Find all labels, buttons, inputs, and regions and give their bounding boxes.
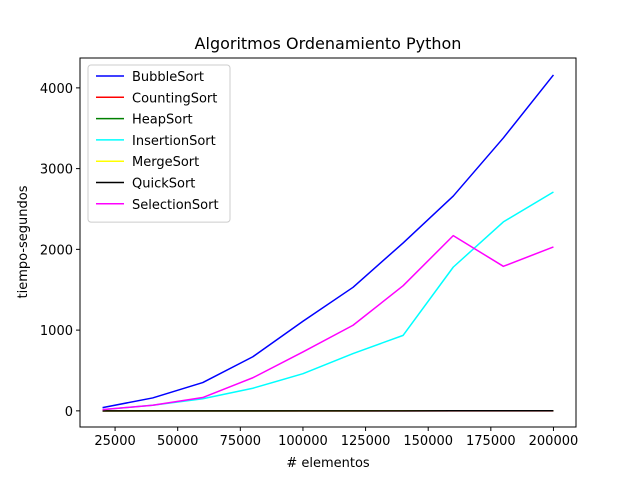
y-tick-label: 3000 xyxy=(40,163,73,178)
x-tick-label: 175000 xyxy=(466,434,516,449)
series-line-bubblesort xyxy=(102,74,555,409)
y-tick-label: 2000 xyxy=(40,243,73,258)
plot-frame xyxy=(79,57,577,428)
y-tick-label: 4000 xyxy=(40,82,73,97)
legend-label: HeapSort xyxy=(132,113,193,128)
legend-label: CountingSort xyxy=(132,91,217,106)
y-tick-label: 1000 xyxy=(40,324,73,339)
x-tick-label: 50000 xyxy=(157,434,198,449)
legend-label: QuickSort xyxy=(132,177,195,192)
legend-label: MergeSort xyxy=(132,155,199,170)
series-line-insertionsort xyxy=(102,191,554,411)
x-tick-label: 150000 xyxy=(403,434,453,449)
x-tick-label: 75000 xyxy=(220,434,261,449)
x-tick-label: 125000 xyxy=(341,434,391,449)
y-axis-label: tiempo-segundos xyxy=(16,185,31,298)
plot-area xyxy=(102,74,555,412)
legend-label: BubbleSort xyxy=(132,70,204,85)
legend-label: InsertionSort xyxy=(132,134,216,149)
y-axis: 0 1000 2000 3000 4000 xyxy=(40,82,80,420)
x-tick-label: 25000 xyxy=(94,434,135,449)
x-axis-label: # elementos xyxy=(286,456,370,471)
x-axis: 25000 50000 75000 100000 125000 150000 175000 2… xyxy=(94,427,578,449)
chart-title: Algoritmos Ordenamiento Python xyxy=(195,34,462,53)
series-line-selectionsort xyxy=(102,234,554,411)
y-tick-label: 0 xyxy=(65,405,73,420)
x-tick-label: 200000 xyxy=(529,434,579,449)
legend: BubbleSort CountingSort HeapSort InsertionS… xyxy=(87,64,231,223)
legend-label: SelectionSort xyxy=(132,198,219,213)
x-tick-label: 100000 xyxy=(278,434,328,449)
